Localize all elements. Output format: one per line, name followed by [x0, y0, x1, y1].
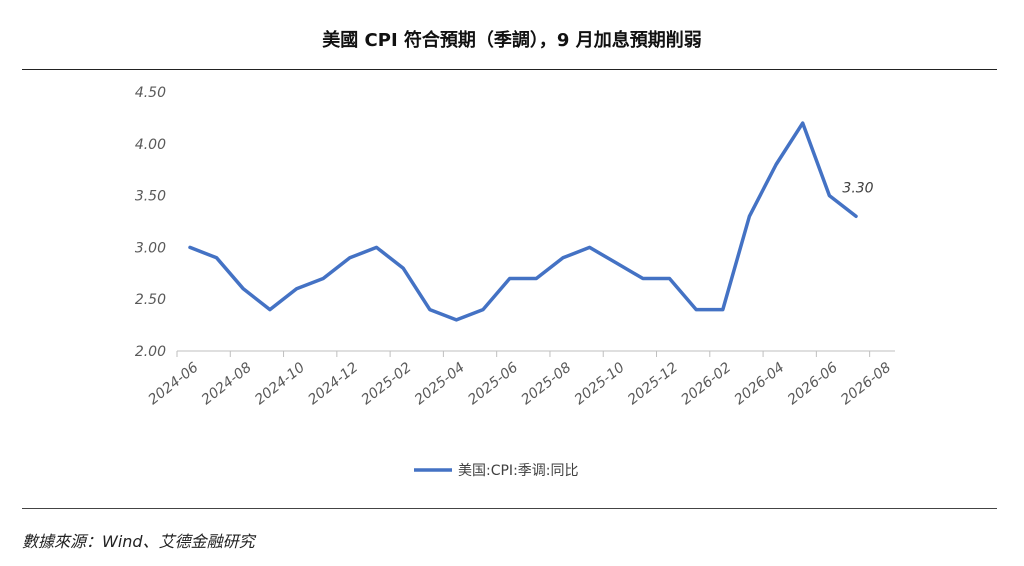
source-note: 數據來源：Wind、艾德金融研究: [22, 532, 255, 551]
x-tick-label: 2025-02: [359, 359, 415, 408]
bottom-divider: [22, 508, 997, 509]
data-label: 3.30: [842, 180, 873, 196]
y-tick-label: 2.50: [135, 292, 166, 308]
y-tick-label: 4.00: [135, 137, 166, 153]
data-labels: 3.30: [842, 180, 873, 196]
series-line: [188, 121, 858, 322]
series-group: [188, 121, 858, 322]
x-tick-label: 2026-04: [732, 360, 788, 409]
x-tick-label: 2026-06: [785, 359, 841, 408]
legend-label: 美国:CPI:季调:同比: [458, 463, 579, 479]
x-tick-label: 2026-02: [678, 359, 734, 408]
x-tick-label: 2024-08: [199, 359, 255, 408]
x-tick-label: 2025-08: [518, 359, 574, 408]
y-tick-label: 4.50: [135, 85, 166, 101]
x-tick-label: 2024-10: [252, 359, 308, 408]
legend: 美国:CPI:季调:同比: [414, 463, 579, 479]
x-tick-label: 2024-12: [305, 359, 361, 408]
x-tick-label: 2024-06: [146, 359, 202, 408]
x-tick-label: 2025-04: [412, 360, 468, 409]
y-tick-label: 3.00: [135, 240, 166, 256]
x-tick-label: 2025-12: [625, 359, 681, 408]
top-divider: [22, 69, 997, 70]
x-tick-label: 2025-06: [465, 359, 521, 408]
y-axis-ticks: 2.00 2.50 3.00 3.50 4.00 4.50: [135, 85, 166, 360]
chart-title: 美國 CPI 符合預期（季調），9 月加息預期削弱: [322, 30, 702, 51]
x-tick-label: 2026-08: [838, 359, 894, 408]
x-axis-ticks: 2024-062024-082024-102024-122025-022025-…: [146, 359, 895, 408]
y-tick-label: 2.00: [135, 344, 166, 360]
x-tick-label: 2025-10: [572, 359, 628, 408]
y-tick-label: 3.50: [135, 189, 166, 205]
x-axis: [176, 350, 895, 357]
